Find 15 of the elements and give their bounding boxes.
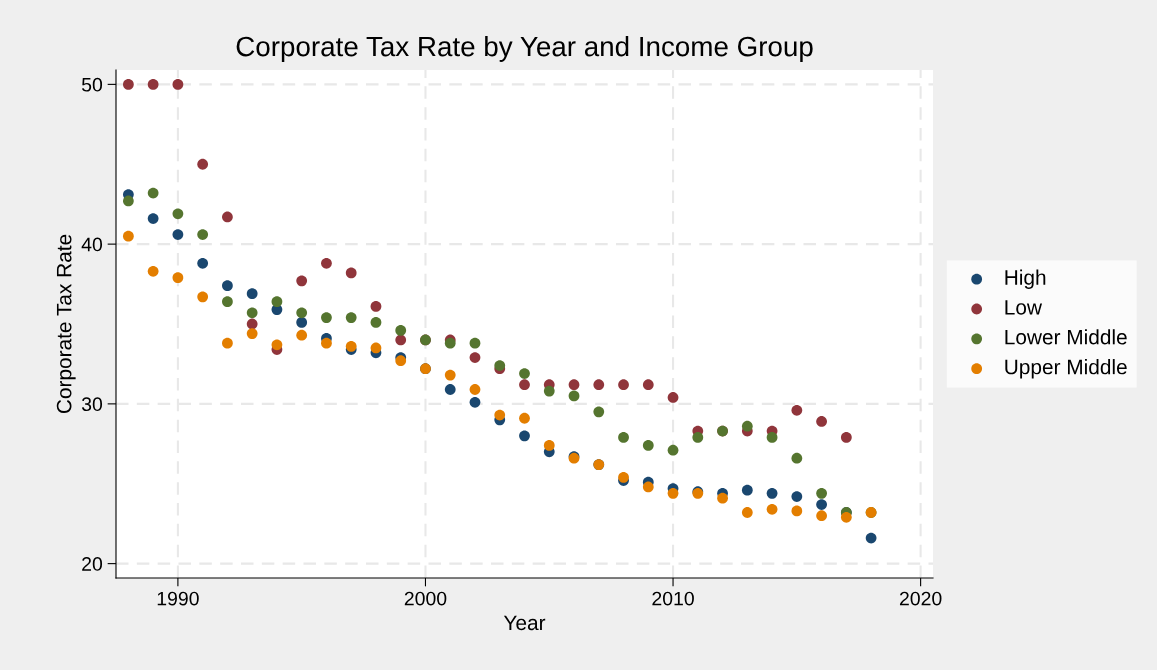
y-tick-label: 50 [81,77,103,92]
chart-title: Corporate Tax Rate by Year and Income Group [236,35,813,62]
legend-label: High [1005,269,1046,289]
legend-label: Low [1005,300,1043,315]
legend-label: Lower Middle [1005,329,1127,345]
y-tick-label: 40 [81,237,103,252]
x-tick-label: 2000 [404,591,447,606]
x-tick-label: 2010 [652,591,694,606]
x-axis-title: Year [503,615,546,631]
x-tick-label: 2020 [899,591,942,606]
y-tick-label: 20 [82,557,103,571]
x-tick-label: 1990 [157,591,199,606]
y-axis-title: Corporate Tax Rate [56,234,76,414]
legend-label: Upper Middle [1005,359,1127,379]
y-tick-label: 30 [81,397,103,412]
